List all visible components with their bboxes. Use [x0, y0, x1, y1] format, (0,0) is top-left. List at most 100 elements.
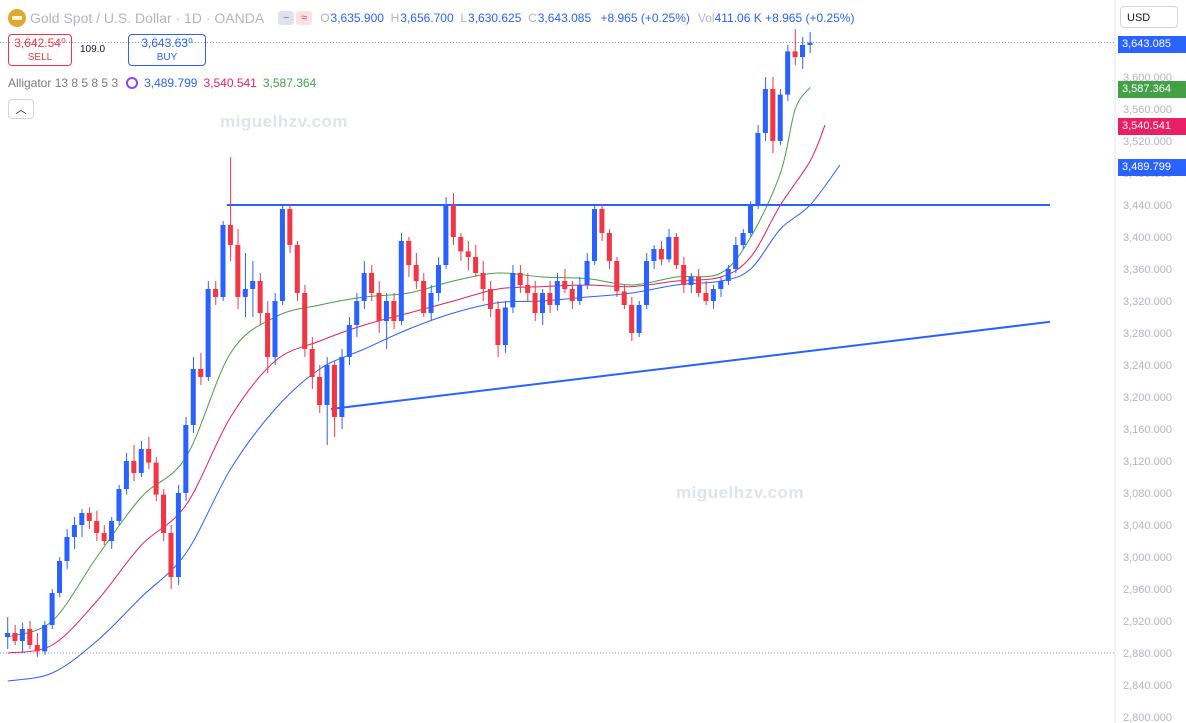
candle-body	[227, 225, 233, 245]
rising-support-line	[330, 320, 1051, 410]
candle-body	[279, 209, 285, 301]
candle-body	[213, 289, 219, 297]
candle-body	[428, 293, 434, 313]
candle-body	[183, 425, 189, 493]
candle-body	[651, 249, 657, 261]
watermark-bottom: miguelhzv.com	[676, 483, 805, 502]
candle-body	[562, 281, 568, 289]
candlesticks	[5, 29, 813, 657]
candle-body	[547, 293, 553, 305]
candle-body	[309, 349, 315, 377]
candle-body	[302, 293, 308, 349]
candle-body	[807, 42, 813, 45]
candle-body	[376, 293, 382, 321]
y-tick-label: 2,920.000	[1123, 616, 1172, 628]
price-label: 3,540.541	[1118, 118, 1186, 135]
candle-body	[599, 209, 605, 233]
alligator-jaw-line	[7, 164, 841, 682]
candle-body	[770, 89, 776, 141]
collapse-icon[interactable]: ︿	[8, 99, 34, 119]
candle-body	[421, 281, 427, 313]
spread-value: 109.0	[80, 44, 106, 55]
candle-body	[398, 241, 404, 321]
candle-body	[762, 89, 768, 133]
y-tick-label: 3,080.000	[1123, 488, 1172, 500]
trend-lines[interactable]	[226, 204, 1051, 410]
price-label: 3,489.799	[1118, 159, 1186, 176]
candle-body	[354, 301, 360, 325]
candle-body	[79, 513, 85, 525]
candle-body	[339, 357, 345, 417]
alligator-lines	[7, 87, 841, 682]
candle-body	[495, 309, 501, 345]
candle-body	[101, 533, 107, 541]
symbol-title[interactable]: Gold Spot / U.S. Dollar · 1D · OANDA	[30, 10, 265, 26]
candle-body	[190, 369, 196, 425]
candle-body	[614, 261, 620, 292]
candle-body	[688, 277, 694, 285]
candle-body	[748, 205, 754, 233]
candle-body	[658, 249, 664, 260]
candle-body	[755, 133, 761, 205]
candle-body	[733, 245, 739, 269]
candle-body	[539, 293, 545, 313]
volume-readout: Vol411.06 K +8.965 (+0.25%)	[697, 11, 855, 25]
candle-body	[42, 625, 48, 652]
candle-body	[636, 305, 642, 333]
candle-body	[12, 633, 18, 641]
candle-body	[792, 51, 798, 57]
candle-body	[480, 273, 486, 289]
y-tick-label: 2,840.000	[1123, 680, 1172, 692]
y-tick-label: 3,360.000	[1123, 264, 1172, 276]
candle-body	[718, 281, 724, 289]
candle-body	[346, 325, 352, 357]
candle-body	[138, 449, 144, 473]
candle-body	[391, 301, 397, 321]
candle-body	[695, 277, 702, 293]
indicator-legend[interactable]: Alligator 13 8 5 8 5 3 3,489.799 3,540.5…	[8, 76, 316, 90]
candle-body	[161, 494, 167, 533]
candle-body	[175, 493, 181, 577]
y-tick-label: 3,440.000	[1123, 200, 1172, 212]
price-label: 3,643.085	[1118, 36, 1186, 53]
candle-body	[465, 251, 471, 257]
y-tick-label: 3,000.000	[1123, 552, 1172, 564]
candle-body	[710, 289, 716, 301]
candle-body	[369, 273, 375, 293]
y-tick-label: 3,120.000	[1123, 456, 1172, 468]
buy-button[interactable]: 3,643.63⁰ BUY	[128, 34, 206, 66]
sell-label: SELL	[27, 52, 53, 63]
currency-select[interactable]: USD	[1120, 6, 1178, 28]
buy-label: BUY	[156, 52, 178, 63]
ohlc-readout: O3,635.900 H3,656.700 L3,630.625 C3,643.…	[320, 11, 690, 25]
candle-body	[591, 209, 597, 261]
candle-body	[250, 281, 256, 289]
candle-body	[450, 205, 456, 237]
candle-body	[34, 645, 40, 652]
candle-body	[361, 273, 367, 301]
candle-body	[242, 289, 248, 297]
candle-body	[5, 633, 11, 637]
candle-body	[525, 285, 531, 293]
candle-body	[740, 233, 746, 245]
candle-body	[584, 261, 590, 285]
candle-body	[554, 281, 560, 305]
indicator-name: Alligator 13 8 5 8 5 3	[8, 76, 119, 90]
candle-body	[49, 593, 55, 625]
candle-body	[577, 285, 583, 301]
y-tick-label: 2,880.000	[1123, 648, 1172, 660]
status-pill[interactable]: − ≈	[278, 11, 313, 25]
candle-body	[517, 273, 523, 285]
sell-price: 3,642.54⁰	[14, 36, 66, 50]
lips-value: 3,587.364	[262, 76, 317, 90]
candle-body	[383, 301, 389, 321]
candle-body	[777, 94, 783, 141]
candle-body	[94, 521, 100, 533]
candle-body	[109, 521, 115, 541]
dotted-price-lines	[0, 42, 1115, 654]
candle-body	[725, 269, 731, 281]
y-tick-label: 3,520.000	[1123, 136, 1172, 148]
y-tick-label: 3,560.000	[1123, 104, 1172, 116]
sell-button[interactable]: 3,642.54⁰ SELL	[8, 34, 72, 66]
